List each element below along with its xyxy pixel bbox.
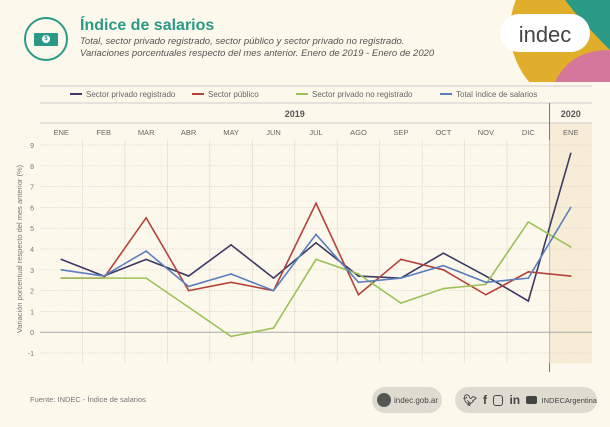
instagram-icon[interactable] (492, 394, 504, 406)
y-tick-label: 3 (30, 268, 34, 275)
subtitle: Total, sector privado registrado, sector… (80, 36, 405, 47)
year-label: 2019 (285, 109, 305, 119)
y-tick-label: 6 (30, 205, 34, 212)
data-point (569, 246, 572, 248)
data-point (527, 271, 530, 273)
source-note: Fuente: INDEC - Índice de salarios (30, 395, 146, 404)
website-text: indec.gob.ar (394, 395, 439, 405)
y-tick-label: 4 (30, 247, 34, 254)
data-point (485, 275, 487, 277)
year-label: 2020 (561, 109, 581, 119)
legend-label: Sector privado registrado (86, 90, 176, 99)
data-point (145, 277, 147, 279)
line-chart: Sector privado registrado Sector público S… (15, 85, 592, 372)
y-axis-label: Variación porcentual respecto del mes an… (15, 164, 24, 333)
data-point (272, 327, 275, 329)
data-point (315, 241, 317, 244)
data-point (230, 244, 232, 246)
data-point (230, 281, 232, 284)
data-point (357, 273, 360, 275)
data-point (102, 277, 105, 279)
series-line-3 (61, 220, 572, 338)
facebook-icon[interactable]: f (482, 393, 487, 407)
linkedin-icon[interactable]: in (509, 393, 521, 407)
data-point (400, 277, 402, 279)
data-point (187, 289, 190, 292)
month-label: NOV (478, 128, 494, 137)
data-point (485, 293, 487, 296)
legend-label: Sector público (208, 90, 259, 99)
month-label: ENE (563, 128, 578, 137)
month-label: ENE (54, 128, 69, 137)
data-point (527, 221, 530, 223)
legend-label: Total índice de salarios (456, 90, 537, 99)
month-label: MAR (138, 128, 155, 137)
website-link[interactable]: indec.gob.ar (372, 387, 442, 413)
social-links[interactable]: 🐦︎ f in INDECArgentina (455, 387, 597, 413)
data-point (60, 258, 63, 261)
y-tick-label: 9 (30, 143, 34, 150)
month-label: JUL (309, 128, 322, 137)
data-point (442, 264, 445, 267)
subtitle: Variaciones porcentuales respecto del me… (80, 48, 435, 59)
data-point (442, 287, 445, 290)
data-point (60, 277, 63, 279)
data-point (569, 152, 572, 155)
youtube-icon[interactable] (526, 396, 537, 404)
data-point (485, 283, 487, 286)
2020-highlight (549, 123, 592, 363)
data-point (315, 202, 317, 205)
data-point (145, 258, 147, 261)
data-point (187, 306, 190, 309)
money-bill-icon: $ (24, 17, 68, 61)
y-tick-label: 7 (30, 185, 34, 192)
data-point (187, 285, 190, 288)
month-label: FEB (96, 128, 111, 137)
month-label: DIC (522, 128, 536, 137)
data-point (315, 258, 317, 261)
globe-icon (377, 393, 391, 407)
data-point (569, 206, 572, 209)
data-point (400, 258, 402, 261)
twitter-icon[interactable]: 🐦︎ (463, 394, 477, 407)
data-point (357, 293, 360, 296)
social-handle: INDECArgentina (541, 395, 597, 405)
y-tick-label: 8 (30, 164, 34, 171)
data-point (527, 277, 530, 279)
month-label: ABR (181, 128, 197, 137)
data-point (315, 233, 317, 236)
data-point (145, 250, 147, 252)
legend-label: Sector privado no registrado (312, 90, 413, 99)
month-label: SEP (393, 128, 408, 137)
month-label: JUN (266, 128, 281, 137)
data-point (187, 275, 190, 277)
data-point (527, 300, 530, 302)
indec-logo: indec (460, 0, 610, 82)
data-point (400, 302, 402, 304)
month-label: MAY (223, 128, 239, 137)
y-tick-label: 5 (30, 226, 34, 233)
data-point (230, 335, 232, 338)
logo-text: indec (519, 22, 572, 47)
page-title: Índice de salarios (80, 17, 215, 34)
month-label: AGO (350, 128, 367, 137)
y-tick-label: 2 (30, 289, 34, 296)
data-point (272, 289, 275, 292)
data-point (145, 217, 147, 219)
y-tick-label: 0 (30, 330, 34, 337)
data-point (357, 275, 360, 277)
data-point (272, 277, 275, 279)
data-point (569, 275, 572, 277)
data-point (485, 281, 487, 284)
data-point (102, 275, 105, 277)
data-point (442, 252, 445, 254)
y-tick-label: 1 (30, 309, 34, 316)
y-tick-label: -1 (28, 351, 34, 358)
month-label: OCT (435, 128, 451, 137)
data-point (60, 269, 63, 271)
data-point (230, 273, 232, 275)
data-point (442, 269, 445, 271)
data-point (357, 281, 360, 284)
